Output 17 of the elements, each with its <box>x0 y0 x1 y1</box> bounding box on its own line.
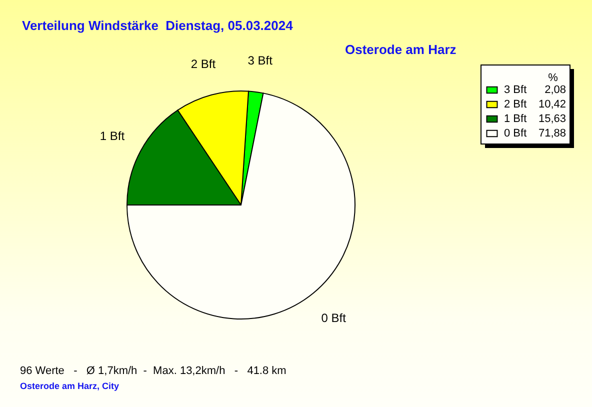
text: 96 Werte - Ø 1,7km/h - Max. 13,2km/h - 41.8 km <box>20 365 286 377</box>
slice-label: 0 Bft <box>321 310 347 325</box>
slice-label: 2 Bft <box>190 56 216 71</box>
data-label: 10,42 <box>538 98 566 110</box>
slice-label: 1 Bft <box>100 129 126 144</box>
legend-label: 0 Bft <box>504 128 527 140</box>
chart-subtitle: Osterode am Harz <box>345 42 457 57</box>
legend-label: 2 Bft <box>504 98 527 110</box>
text: Osterode am Harz, City <box>20 381 120 391</box>
legend-label: 1 Bft <box>504 113 527 125</box>
data-label: 15,63 <box>538 113 566 125</box>
data-label: 2,08 <box>544 84 566 96</box>
legend-label: 3 Bft <box>504 84 527 96</box>
slice-label: 3 Bft <box>248 53 274 68</box>
data-label: 71,88 <box>538 128 566 140</box>
legend-title: % <box>548 72 558 84</box>
chart-title: Verteilung Windstärke Dienstag, 05.03.2024 <box>22 18 294 33</box>
